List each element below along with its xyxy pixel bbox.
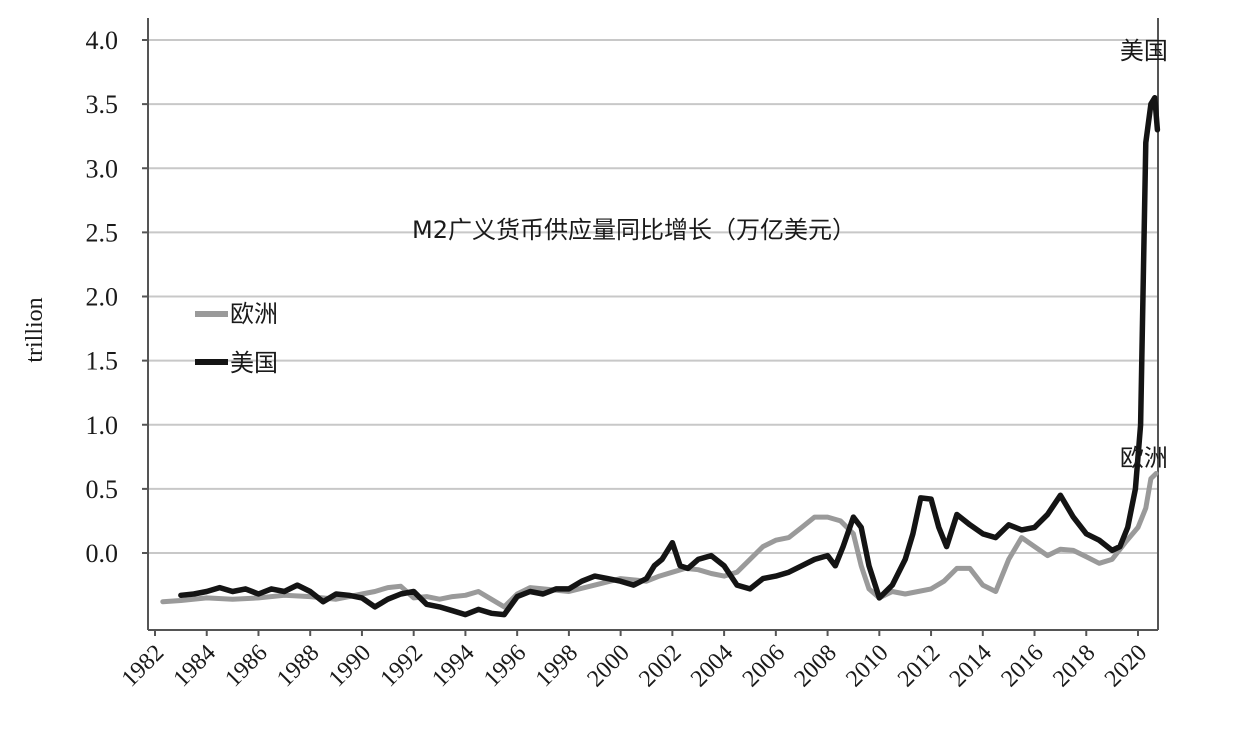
x-tick-label: 1988 (272, 640, 324, 692)
y-tick-label: 1.5 (86, 347, 119, 376)
y-tick-label: 2.5 (86, 218, 119, 247)
series-line-europe (160, 471, 1159, 610)
y-tick-label: 2.0 (86, 283, 119, 312)
x-tick-label: 2000 (583, 640, 635, 692)
x-tick-label: 1990 (324, 640, 376, 692)
x-tick-label: 2006 (738, 640, 790, 692)
legend-label-us: 美国 (230, 349, 278, 377)
series-line-us (178, 94, 1161, 618)
x-tick-label: 2018 (1048, 640, 1100, 692)
x-tick-label: 1984 (169, 640, 221, 692)
x-tick-label: 1982 (117, 640, 169, 692)
x-tick-label: 2012 (893, 640, 945, 692)
legend: 欧洲 美国 (195, 300, 278, 377)
y-tick-label: 1.0 (86, 411, 119, 440)
x-tick-label: 2010 (841, 640, 893, 692)
x-tick-label: 1994 (427, 640, 479, 692)
x-tick-label: 2008 (789, 640, 841, 692)
x-tick-label: 1986 (220, 640, 272, 692)
x-tick-labels: 1982 1984 1986 1988 1990 1992 1994 1996 1998 2000… (117, 640, 1152, 692)
y-tick-label: 0.5 (86, 475, 119, 504)
y-axis-label: trillion (22, 297, 48, 362)
y-tick-label: 3.0 (86, 154, 119, 183)
axes (142, 18, 1159, 636)
x-tick-label: 1992 (376, 640, 428, 692)
y-tick-labels: 4.0 3.5 3.0 2.5 2.0 1.5 1.0 0.5 0.0 (86, 26, 119, 568)
x-tick-label: 2020 (1100, 640, 1152, 692)
chart-title: M2广义货币供应量同比增长（万亿美元） (412, 216, 856, 244)
y-tick-label: 4.0 (86, 26, 119, 55)
annotation-us: 美国 (1120, 37, 1168, 65)
x-tick-label: 1998 (531, 640, 583, 692)
y-tick-label: 0.0 (86, 539, 119, 568)
x-tick-label: 2014 (945, 640, 997, 692)
x-tick-label: 2004 (686, 640, 738, 692)
gridlines (148, 39, 1158, 554)
legend-label-europe: 欧洲 (230, 300, 278, 328)
annotation-europe: 欧洲 (1120, 444, 1168, 472)
x-tick-label: 2016 (996, 640, 1048, 692)
y-tick-label: 3.5 (86, 90, 119, 119)
series-lines (160, 94, 1161, 618)
x-tick-label: 1996 (479, 640, 531, 692)
x-tick-label: 2002 (634, 640, 686, 692)
